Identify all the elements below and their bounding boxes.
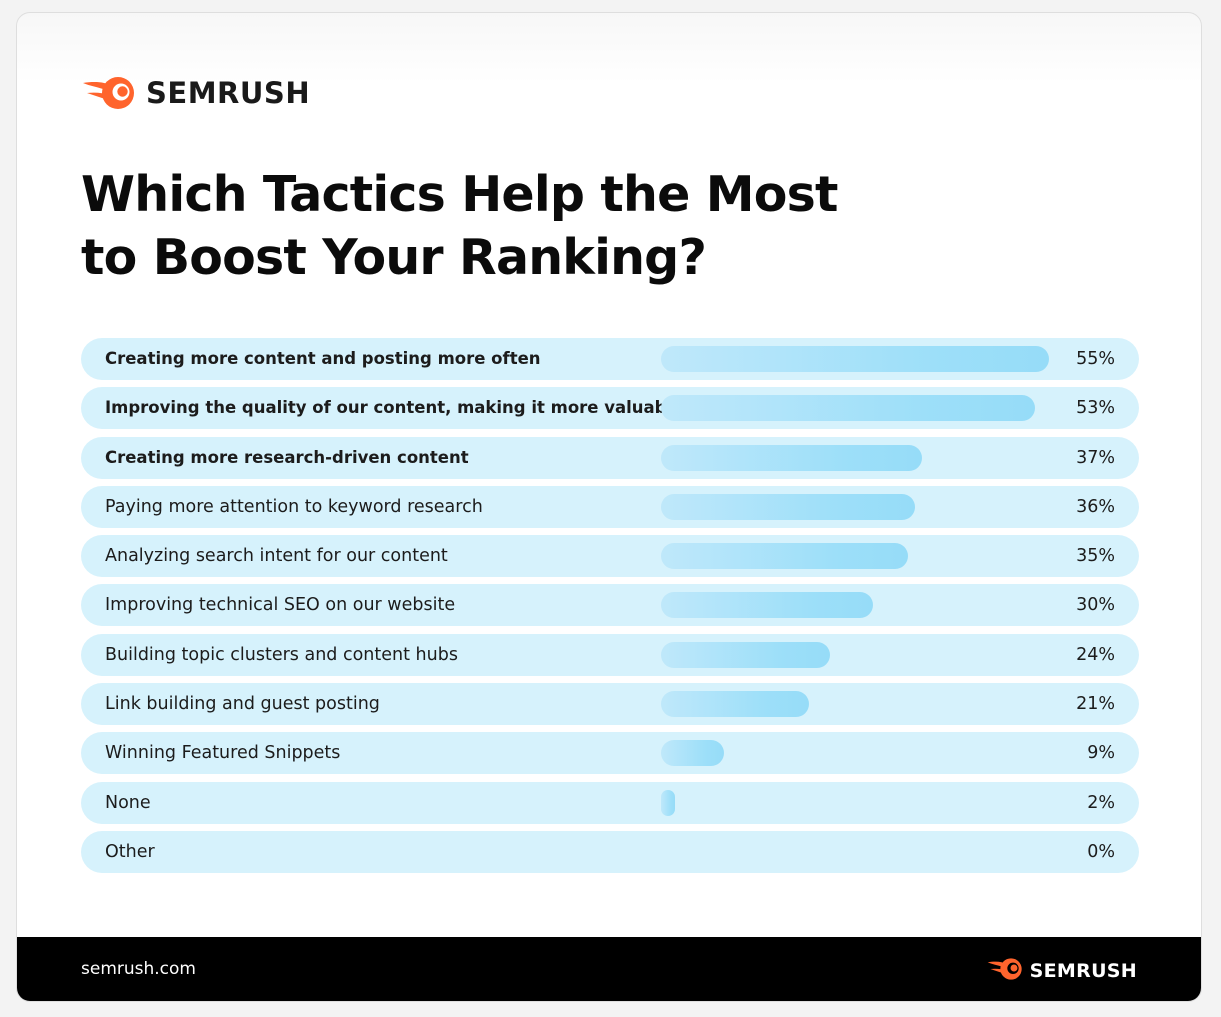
bar xyxy=(661,493,915,520)
bar xyxy=(661,592,873,619)
bar-track xyxy=(661,395,1049,422)
bar xyxy=(661,543,908,570)
chart-row: Winning Featured Snippets 9% xyxy=(81,732,1139,775)
value-label: 9% xyxy=(1087,743,1115,764)
category-label: Creating more research-driven content xyxy=(105,447,469,467)
value-label: 21% xyxy=(1076,694,1115,715)
bar-track xyxy=(661,444,1049,471)
semrush-fireball-icon xyxy=(81,75,137,111)
category-label: None xyxy=(105,792,151,813)
title-line-1: Which Tactics Help the Most xyxy=(81,166,838,223)
value-label: 30% xyxy=(1076,595,1115,616)
infographic-card: SEMRUSH Which Tactics Help the Most to B… xyxy=(16,12,1202,1002)
footer: semrush.com SEMRUSH xyxy=(17,937,1201,1001)
chart-row: Analyzing search intent for our content 3… xyxy=(81,535,1139,578)
semrush-fireball-icon xyxy=(986,957,1024,985)
bar-track xyxy=(661,641,1049,668)
value-label: 35% xyxy=(1076,546,1115,567)
category-label: Other xyxy=(105,841,155,862)
bar xyxy=(661,641,831,668)
category-label: Winning Featured Snippets xyxy=(105,743,341,764)
category-label: Building topic clusters and content hubs xyxy=(105,644,458,665)
footer-brand-logo: SEMRUSH xyxy=(986,957,1137,985)
chart-row: Building topic clusters and content hubs… xyxy=(81,633,1139,676)
brand-logo: SEMRUSH xyxy=(81,75,310,111)
bar-track xyxy=(661,789,1049,816)
bar xyxy=(661,395,1035,422)
value-label: 0% xyxy=(1087,841,1115,862)
bar xyxy=(661,346,1049,372)
title-line-2: to Boost Your Ranking? xyxy=(81,229,707,286)
category-label: Link building and guest posting xyxy=(105,694,380,715)
bar-chart: Creating more content and posting more o… xyxy=(81,338,1139,880)
bar xyxy=(661,444,923,471)
chart-row: Improving technical SEO on our website 30… xyxy=(81,584,1139,627)
value-label: 2% xyxy=(1087,792,1115,813)
chart-row: None 2% xyxy=(81,781,1139,824)
bar-track xyxy=(661,691,1049,718)
category-label: Improving technical SEO on our website xyxy=(105,595,456,616)
value-label: 55% xyxy=(1076,349,1115,369)
value-label: 36% xyxy=(1076,496,1115,517)
bar xyxy=(661,691,810,718)
chart-row: Improving the quality of our content, ma… xyxy=(81,387,1139,430)
bar-track xyxy=(661,346,1049,372)
value-label: 37% xyxy=(1076,447,1115,468)
bar-track xyxy=(661,493,1049,520)
footer-url: semrush.com xyxy=(81,959,196,979)
footer-brand-name: SEMRUSH xyxy=(1029,960,1137,982)
bar xyxy=(661,740,725,767)
category-label: Creating more content and posting more o… xyxy=(105,349,541,368)
bar-track xyxy=(661,740,1049,767)
category-label: Analyzing search intent for our content xyxy=(105,546,448,567)
chart-row: Creating more research-driven content 37% xyxy=(81,436,1139,479)
value-label: 24% xyxy=(1076,644,1115,665)
bar-track xyxy=(661,543,1049,570)
chart-row: Link building and guest posting 21% xyxy=(81,683,1139,726)
bar-track xyxy=(661,592,1049,619)
chart-row: Creating more content and posting more o… xyxy=(81,338,1139,380)
bar xyxy=(661,789,676,816)
value-label: 53% xyxy=(1076,398,1115,419)
brand-name: SEMRUSH xyxy=(146,76,311,110)
chart-row: Other 0% xyxy=(81,830,1139,873)
chart-row: Paying more attention to keyword researc… xyxy=(81,485,1139,528)
category-label: Paying more attention to keyword researc… xyxy=(105,496,483,517)
chart-title: Which Tactics Help the Most to Boost You… xyxy=(81,163,881,289)
category-label: Improving the quality of our content, ma… xyxy=(105,398,684,418)
bar-track xyxy=(661,839,1049,865)
